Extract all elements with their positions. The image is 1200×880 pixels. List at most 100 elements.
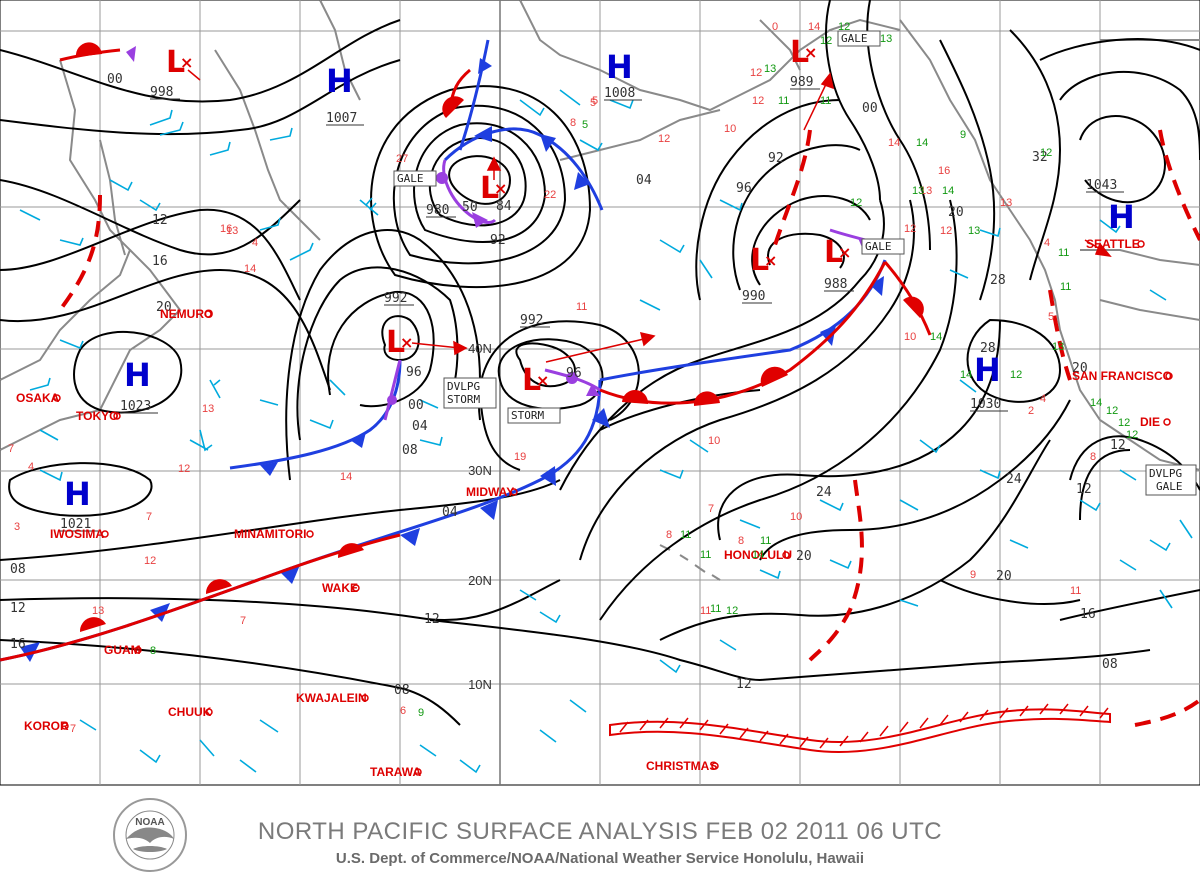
obs-value-red: 10 bbox=[724, 123, 736, 135]
obs-value-red: 13 bbox=[92, 605, 104, 617]
low-pressure: 992 bbox=[384, 291, 407, 306]
obs-value-red: 4 bbox=[1044, 237, 1050, 249]
obs-value-green: 11 bbox=[760, 535, 771, 547]
station-label: OSAKA bbox=[16, 391, 60, 405]
station-marker-icon bbox=[361, 694, 369, 702]
latitude-label: 40N bbox=[468, 341, 492, 356]
isobar-label: 12 bbox=[152, 213, 168, 228]
high-pressure: 1043 bbox=[1086, 178, 1117, 193]
high-label: H bbox=[124, 356, 151, 394]
high-pressure: 1008 bbox=[604, 86, 635, 101]
obs-value-green: 13 bbox=[880, 33, 892, 45]
high-pressure: 1023 bbox=[120, 399, 151, 414]
obs-value-red: 12 bbox=[178, 463, 190, 475]
low-center: L × bbox=[166, 45, 193, 80]
obs-value-red: 4 bbox=[28, 461, 34, 473]
low-pressure: 980 bbox=[426, 203, 449, 218]
obs-value-red: 12 bbox=[752, 95, 764, 107]
noaa-logo: NOAA bbox=[113, 798, 187, 872]
obs-value-green: 9 bbox=[418, 707, 424, 719]
station-label: NEMURO bbox=[160, 307, 213, 321]
low-label: L bbox=[386, 325, 405, 360]
obs-value-red: 12 bbox=[750, 67, 762, 79]
obs-value-red: 4 bbox=[252, 237, 258, 249]
high-pressures: 1007 1008 1023 1021 1030 1043 bbox=[60, 86, 1117, 532]
warning-label: DVLPG STORM bbox=[447, 380, 487, 406]
isobar-label: 32 bbox=[1032, 150, 1048, 165]
obs-value-red: 13 bbox=[226, 225, 238, 237]
isobar-label: 96 bbox=[736, 181, 752, 196]
low-pressure: 992 bbox=[520, 313, 543, 328]
isobar-label: 16 bbox=[10, 637, 26, 652]
obs-value-red: 7 bbox=[146, 511, 152, 523]
station-marker-icon bbox=[306, 530, 314, 538]
isobar-label: 20 bbox=[796, 549, 812, 564]
obs-value-red: 8 bbox=[1090, 451, 1096, 463]
low-center: L × bbox=[522, 363, 549, 398]
station-marker-icon bbox=[101, 530, 109, 538]
station-label: TOKYO bbox=[76, 409, 118, 423]
station-marker-icon bbox=[53, 394, 61, 402]
warning-line: DVLPG bbox=[447, 380, 480, 393]
low-motion-arrows bbox=[187, 69, 1112, 363]
high-pressure: 1030 bbox=[970, 397, 1001, 412]
isobar-label: 20 bbox=[156, 300, 172, 315]
warning-label: STORM bbox=[511, 409, 544, 422]
obs-value-red: 0 bbox=[772, 21, 778, 33]
obs-value-red: 3 bbox=[14, 521, 20, 533]
low-center: L × bbox=[824, 235, 851, 270]
warning-label: GALE bbox=[397, 172, 424, 185]
high-label: H bbox=[974, 351, 1001, 389]
obs-value-red: 7 bbox=[8, 443, 14, 455]
isobar-label: 20 bbox=[1072, 361, 1088, 376]
isobar-label: 12 bbox=[1076, 482, 1092, 497]
station-marker-icon bbox=[414, 768, 422, 776]
isobar-label: 04 bbox=[636, 173, 652, 188]
warning-label: GALE bbox=[841, 32, 868, 45]
station-label: WAKE bbox=[322, 581, 358, 595]
obs-value-red: 13 bbox=[202, 403, 214, 415]
obs-value-red: 12 bbox=[658, 133, 670, 145]
high-pressure: 1021 bbox=[60, 517, 91, 532]
warning-line: STORM bbox=[447, 393, 480, 406]
low-x-icon: × bbox=[536, 371, 549, 390]
station-label: SEATTLE bbox=[1086, 237, 1140, 251]
map-title: NORTH PACIFIC SURFACE ANALYSIS FEB 02 20… bbox=[257, 818, 943, 845]
isobar-label: 08 bbox=[394, 683, 410, 698]
low-pressures: 998 980 992 992 989 990 988 bbox=[150, 75, 847, 328]
low-label: L bbox=[522, 363, 541, 398]
station-marker-icon bbox=[510, 488, 518, 496]
isobar-label: 16 bbox=[152, 254, 168, 269]
station-label: CHUUK bbox=[168, 705, 212, 719]
low-center: L × bbox=[386, 325, 413, 360]
low-x-icon: × bbox=[400, 333, 413, 352]
obs-value-red: 9 bbox=[970, 569, 976, 581]
latitude-label: 10N bbox=[468, 677, 492, 692]
high-label: H bbox=[326, 62, 353, 100]
obs-value-red: 2 bbox=[1028, 405, 1034, 417]
latitude-label: 20N bbox=[468, 573, 492, 588]
obs-value-red: 8 bbox=[666, 529, 672, 541]
low-pressure: 998 bbox=[150, 85, 173, 100]
station-label: SAN FRANCISCO bbox=[1072, 369, 1172, 383]
obs-value-green: 14 bbox=[942, 185, 954, 197]
surface-analysis-map: L × L × L × L × L × L × bbox=[0, 0, 1200, 786]
isobar-label: 20 bbox=[996, 569, 1012, 584]
low-label: L bbox=[750, 243, 769, 278]
isobar-label: 12 bbox=[736, 677, 752, 692]
obs-value-green: 11 bbox=[680, 529, 691, 541]
isobar-label: 50 bbox=[462, 200, 478, 215]
obs-value-green: 12 bbox=[1118, 417, 1130, 429]
isobar-label: 12 bbox=[1110, 438, 1126, 453]
low-x-icon: × bbox=[764, 251, 777, 270]
obs-value-red: 10 bbox=[790, 511, 802, 523]
obs-value-green: 8 bbox=[150, 645, 156, 657]
station-marker-icon bbox=[113, 412, 121, 420]
obs-value-red: 22 bbox=[544, 189, 556, 201]
high-label: H bbox=[1108, 198, 1135, 236]
station-label: IWOSIMA bbox=[50, 527, 104, 541]
obs-value-red: 11 bbox=[1070, 585, 1081, 597]
ship-observations: 1344141213127771319141127225812100121412… bbox=[8, 21, 1138, 735]
